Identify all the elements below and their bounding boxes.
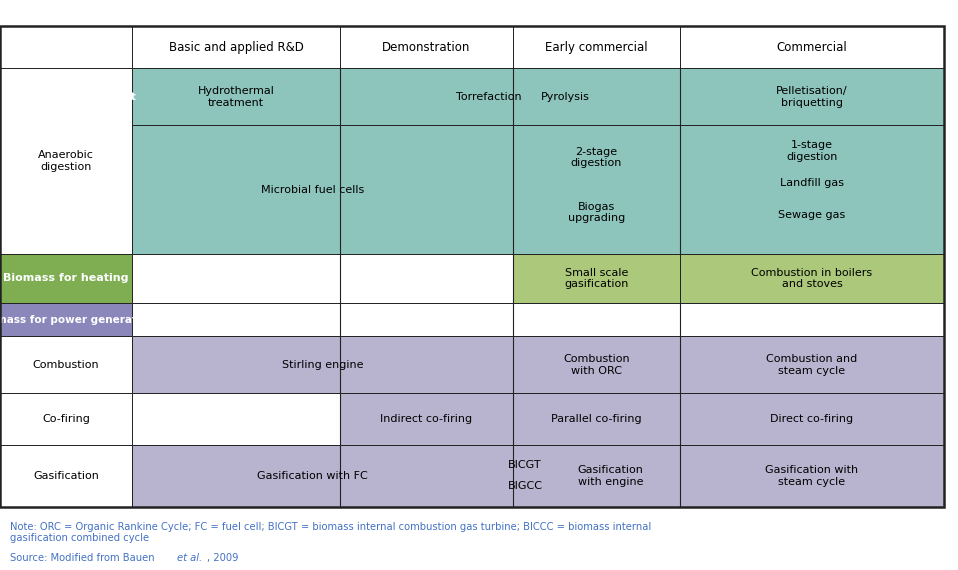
Bar xyxy=(0,254,132,303)
Text: Combustion and
steam cycle: Combustion and steam cycle xyxy=(766,354,857,376)
Text: Note: ORC = Organic Rankine Cycle; FC = fuel cell; BICGT = biomass internal comb: Note: ORC = Organic Rankine Cycle; FC = … xyxy=(10,522,650,543)
Text: Torrefaction: Torrefaction xyxy=(456,92,521,102)
Text: , 2009: , 2009 xyxy=(207,553,239,563)
Bar xyxy=(0,26,132,68)
Bar xyxy=(680,26,944,68)
Text: Gasification: Gasification xyxy=(34,471,99,481)
Text: Indirect co-firing: Indirect co-firing xyxy=(380,414,472,424)
Text: Stirling engine: Stirling engine xyxy=(282,360,363,370)
Text: Co-firing: Co-firing xyxy=(42,414,90,424)
Bar xyxy=(340,393,944,445)
Text: Gasification with
steam cycle: Gasification with steam cycle xyxy=(765,465,858,487)
Bar xyxy=(0,336,132,393)
Text: 1-stage
digestion: 1-stage digestion xyxy=(787,140,837,162)
Text: Pyrolysis: Pyrolysis xyxy=(540,92,590,102)
Bar xyxy=(132,303,944,336)
Bar xyxy=(340,26,513,68)
Text: Gasification
with engine: Gasification with engine xyxy=(578,465,644,487)
Text: Pelletisation/
briquetting: Pelletisation/ briquetting xyxy=(776,86,848,108)
Text: Biomass for heating: Biomass for heating xyxy=(3,274,129,283)
Text: Combustion: Combustion xyxy=(33,360,100,370)
Text: Sewage gas: Sewage gas xyxy=(778,210,846,220)
Text: Parallel co-firing: Parallel co-firing xyxy=(551,414,642,424)
Bar xyxy=(132,254,513,303)
Text: Hydrothermal
treatment: Hydrothermal treatment xyxy=(197,86,275,108)
Bar xyxy=(132,125,944,254)
Bar xyxy=(0,393,132,445)
Bar xyxy=(132,68,944,125)
Text: Source: Modified from Bauen: Source: Modified from Bauen xyxy=(10,553,157,563)
Text: Biomass for power generation: Biomass for power generation xyxy=(0,315,155,325)
Bar xyxy=(132,393,340,445)
Text: Demonstration: Demonstration xyxy=(382,40,470,54)
Bar xyxy=(513,26,680,68)
Text: Commercial: Commercial xyxy=(777,40,847,54)
Text: Landfill gas: Landfill gas xyxy=(780,178,844,188)
Text: et al.: et al. xyxy=(177,553,202,563)
Text: Combustion
with ORC: Combustion with ORC xyxy=(563,354,629,376)
Bar xyxy=(0,68,132,125)
Bar xyxy=(0,303,132,336)
Text: 2-stage
digestion: 2-stage digestion xyxy=(571,146,622,168)
Bar xyxy=(0,26,944,507)
Text: Direct co-firing: Direct co-firing xyxy=(770,414,854,424)
Text: BIGCC: BIGCC xyxy=(508,481,542,491)
Bar xyxy=(0,68,132,254)
Bar xyxy=(513,254,680,303)
Bar xyxy=(132,26,340,68)
Bar xyxy=(0,26,944,507)
Bar xyxy=(132,336,944,393)
Text: Biogas
upgrading: Biogas upgrading xyxy=(568,202,625,223)
Bar xyxy=(680,254,944,303)
Text: Combustion in boilers
and stoves: Combustion in boilers and stoves xyxy=(751,268,873,289)
Text: Small scale
gasification: Small scale gasification xyxy=(564,268,628,289)
Bar xyxy=(132,445,944,507)
Text: BICGT: BICGT xyxy=(508,459,542,470)
Text: Anaerobic
digestion: Anaerobic digestion xyxy=(38,150,94,172)
Text: Early commercial: Early commercial xyxy=(545,40,648,54)
Text: Basic and applied R&D: Basic and applied R&D xyxy=(169,40,304,54)
Bar xyxy=(0,445,132,507)
Text: Gasification with FC: Gasification with FC xyxy=(258,471,368,481)
Text: Biomass pretreatment: Biomass pretreatment xyxy=(0,92,136,102)
Text: Microbial fuel cells: Microbial fuel cells xyxy=(262,185,364,194)
